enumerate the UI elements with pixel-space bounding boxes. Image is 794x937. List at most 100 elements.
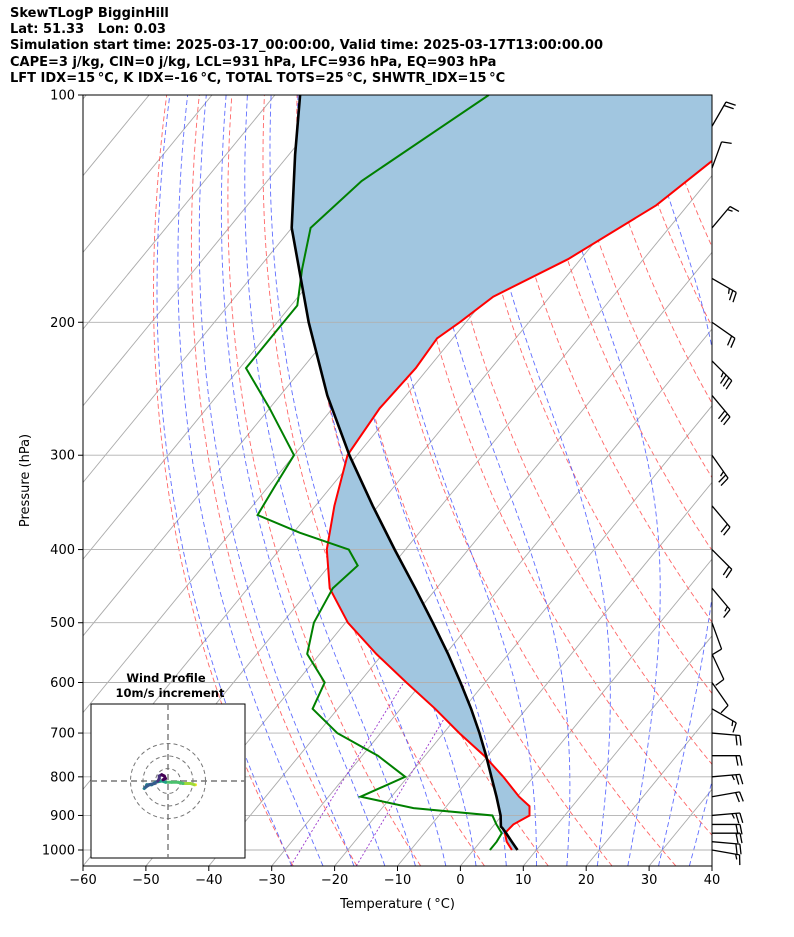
wind-barb-staff: [711, 101, 727, 127]
wind-barb-feather: [723, 416, 731, 426]
moist-adiabat-line: [752, 95, 794, 866]
moist-adiabat-line: [220, 95, 386, 866]
hodograph-segment: [161, 777, 167, 782]
isotherm-line: [648, 788, 712, 866]
x-tick-label: −40: [195, 873, 222, 888]
wind-barb-feather: [720, 413, 728, 423]
cape-fill-layer: [291, 95, 712, 850]
moist-adiabat-line: [198, 95, 355, 866]
wind-barb-feather: [719, 471, 725, 477]
isotherm-line: [334, 405, 712, 866]
isotherm-line: [522, 635, 712, 866]
axis-ticks: −60 −50 −40 −30 −20 −10 0 10 20 30 40 100 200 300 400 5…: [42, 89, 720, 889]
wind-barb-feather: [722, 566, 730, 576]
wind-barb-staff: [711, 360, 733, 382]
wind-barb-staff: [711, 812, 740, 817]
chart-title-block: SkewTLogP BigginHill Lat: 51.33 Lon: 0.0…: [10, 6, 603, 87]
wind-barb-feather: [718, 474, 727, 483]
x-tick-label: −50: [132, 873, 159, 888]
wind-barb-feather: [732, 292, 737, 303]
wind-barb-feather: [732, 722, 737, 733]
isotherm-line: [271, 328, 712, 866]
wind-barb-feather: [720, 704, 729, 714]
y-tick-label: 200: [50, 316, 75, 331]
moist-adiabat-line: [177, 95, 324, 866]
dry-adiabat-line: [394, 95, 712, 836]
wind-barb-feather: [730, 338, 736, 348]
wind-barb: [711, 360, 733, 390]
wind-barb-feather: [722, 377, 730, 387]
sounding-series: [244, 95, 712, 851]
wind-barb-feather: [739, 844, 742, 855]
temperature-line: [325, 159, 712, 851]
wind-barb-feather: [734, 854, 738, 860]
dry-adiabat-line: [361, 95, 677, 866]
wind-barb-feather: [715, 678, 725, 686]
wind-barb-feather: [720, 523, 728, 533]
wind-barb: [711, 141, 732, 169]
wind-barb: [711, 321, 736, 348]
dewpoint-line: [244, 95, 503, 851]
wind-barb: [711, 841, 742, 855]
wind-barb-feather: [735, 824, 739, 835]
wind-barb: [711, 205, 740, 229]
wind-barb-staff: [711, 321, 736, 339]
chart-title-location: Lat: 51.33 Lon: 0.03: [10, 22, 166, 38]
wind-barb-staff: [711, 773, 740, 778]
wind-barb-feather: [738, 791, 744, 802]
wind-barb-feather: [731, 774, 735, 781]
wind-barb: [711, 101, 736, 127]
wind-barb: [711, 653, 725, 686]
wind-barb-feather: [717, 410, 726, 420]
wind-barb-staff: [711, 277, 737, 294]
isotherm-line: [397, 481, 712, 866]
dry-adiabat-line: [654, 95, 712, 248]
wind-barb: [711, 587, 731, 618]
wind-barb-feather: [726, 335, 733, 346]
chart-title-station: SkewTLogP BigginHill: [10, 6, 169, 21]
wind-barb-feather: [723, 526, 731, 536]
wind-barb: [711, 395, 731, 426]
x-tick-label: −30: [258, 873, 285, 888]
dry-adiabat-line: [227, 95, 422, 866]
y-axis-label: Pressure (hPa): [18, 434, 33, 527]
wind-barb-feather: [720, 477, 729, 486]
wind-barb-feather: [739, 774, 744, 785]
wind-barb-feather: [739, 833, 743, 844]
isotherm-line: [83, 95, 276, 330]
wind-barb-staff: [711, 622, 723, 650]
wind-barb-staff: [711, 206, 731, 229]
wind-barb-feather: [723, 609, 731, 618]
wind-barb-feather: [735, 735, 738, 746]
isotherm-line: [711, 865, 712, 866]
y-tick-label: 700: [50, 727, 75, 742]
moist-adiabat-line: [156, 95, 293, 866]
wind-barb-staff: [711, 732, 740, 737]
moist-adiabat-line: [688, 779, 712, 866]
wind-barb-staff: [711, 505, 731, 528]
wind-barb-feather: [735, 755, 739, 766]
moist-adiabat-line: [269, 95, 447, 866]
wind-barb-feather: [735, 774, 740, 785]
chart-title-cape: CAPE=3 j/kg, CIN=0 j/kg, LCL=931 hPa, LF…: [10, 54, 497, 70]
wind-barb-staff: [711, 653, 725, 680]
x-axis-label: Temperature ( °C): [339, 897, 455, 912]
y-tick-label: 100: [50, 89, 75, 104]
moist-adiabat-line: [636, 95, 712, 866]
y-tick-label: 400: [50, 543, 75, 558]
wind-barb-feather: [735, 792, 740, 803]
isotherm-line: [83, 95, 213, 254]
dry-adiabat-line: [492, 95, 712, 623]
wind-barb-staff: [711, 454, 729, 479]
mixing-ratio-line: [290, 682, 405, 866]
wind-barbs: [711, 101, 744, 866]
wind-barb: [712, 832, 743, 844]
wind-barb-staff: [711, 549, 733, 570]
x-tick-label: 30: [641, 873, 658, 888]
wind-barb-staff: [711, 791, 740, 798]
y-tick-label: 300: [50, 449, 75, 464]
wind-barb: [711, 505, 731, 536]
wind-barb-feather: [739, 755, 743, 766]
wind-barb-feather: [735, 843, 738, 854]
isotherm-line: [208, 251, 712, 866]
